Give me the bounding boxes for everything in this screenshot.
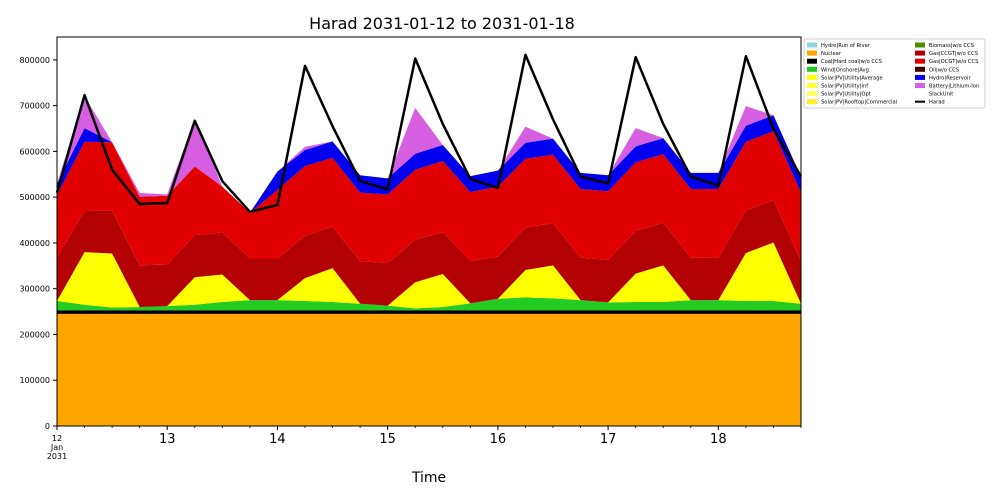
x-axis-label: Time	[411, 470, 446, 486]
area-battery-lithium-ion	[57, 96, 801, 213]
area-layer	[57, 96, 801, 426]
legend-label-slackunit: SlackUnit	[929, 92, 953, 98]
y-tick-label: 400000	[19, 239, 50, 248]
area-solar-pv-utility-average	[57, 242, 801, 309]
area-gas-ccgt-w-o-ccs	[57, 199, 801, 308]
y-tick-label: 300000	[19, 285, 50, 294]
legend-swatch-nuclear	[807, 50, 817, 56]
legend-swatch-gas-ocgt-w-o-ccs	[915, 58, 925, 64]
legend-label-hydro-run-of-river: Hydro|Run of River	[821, 43, 871, 49]
legend-box	[803, 38, 986, 109]
x-tick-label: 14	[269, 432, 286, 447]
axes-layer: 0 100000 200000 300000 400000 500000 600000 700…	[19, 36, 802, 461]
legend-swatch-battery-lithium-ion	[915, 83, 925, 88]
legend-label-solar-pv-utility-average: Solar|PV|Utility|Average	[821, 75, 883, 81]
legend-swatch-solar-pv-utility-average	[807, 74, 817, 80]
legend-label-harad: Harad	[929, 100, 945, 106]
y-tick-label: 800000	[19, 56, 50, 65]
legend-swatch-solar-pv-utility-opt	[807, 91, 817, 97]
legend: Hydro|Run of River Nuclear Coal|Hard coal|…	[803, 38, 986, 109]
plot-frame	[56, 36, 802, 427]
legend-label-biomass-w-o-ccs: Biomass|w/o CCS	[929, 43, 974, 49]
y-tick-label: 600000	[19, 147, 50, 156]
y-tick-label: 100000	[19, 376, 50, 385]
x-tick-label: 17	[600, 432, 617, 447]
x-tick-label: 12 Jan 2031	[47, 434, 67, 461]
y-tick-label: 500000	[19, 193, 50, 202]
legend-label-hydro-reservoir: Hydro|Reservoir	[929, 75, 971, 81]
legend-label-wind-onshore-avg: Wind|Onshore|Avg	[821, 67, 869, 73]
legend-swatch-biomass-w-o-ccs	[915, 42, 925, 48]
x-tick-label: 18	[710, 432, 727, 447]
demand-line	[55, 53, 803, 214]
legend-label-nuclear: Nuclear	[821, 51, 842, 57]
legend-label-solar-pv-utility-inf: Solar|PV|Utility|Inf	[821, 84, 868, 90]
legend-label-gas-ccgt-w-o-ccs: Gas|CCGT|w/o CCS	[929, 51, 978, 57]
legend-swatch-slackunit	[914, 90, 926, 97]
legend-label-gas-ocgt-w-o-ccs: Gas|OCGT|w/o CCS	[929, 59, 978, 65]
x-tick-label: 16	[490, 432, 507, 447]
area-gas-ocgt-w-o-ccs	[57, 131, 801, 266]
x-tick-label: 15	[379, 432, 396, 447]
legend-label-oil-w-o-ccs: Oil|w/o CCS	[929, 67, 959, 73]
area-nuclear	[57, 313, 801, 426]
legend-swatch-hydro-run-of-river	[807, 42, 817, 48]
y-tick-label: 200000	[19, 330, 50, 339]
legend-swatch-oil-w-o-ccs	[915, 66, 925, 72]
legend-label-solar-pv-utility-opt: Solar|PV|Utility|Opt	[821, 92, 871, 98]
legend-label-solar-pv-rooftop-commercial: Solar|PV|Rooftop|Commercial	[821, 100, 897, 106]
legend-swatch-hydro-reservoir	[915, 74, 925, 80]
legend-label-coal-hard-coal-w-o-ccs: Coal|Hard coal|w/o CCS	[821, 59, 882, 65]
legend-swatch-coal-hard-coal-w-o-ccs	[807, 58, 817, 64]
area-wind-onshore-avg	[57, 297, 801, 311]
legend-swatch-wind-onshore-avg	[807, 66, 817, 72]
y-tick-label: 0	[45, 422, 50, 431]
area-coal-hard-coal-w-o-ccs	[57, 310, 801, 314]
area-hydro-reservoir	[57, 115, 801, 213]
chart-title: Harad 2031-01-12 to 2031-01-18	[309, 14, 575, 33]
x-tick-label: 13	[159, 432, 176, 447]
legend-label-battery-lithium-ion: Battery|Lithium-Ion	[929, 84, 979, 90]
line-layer	[55, 53, 803, 214]
y-tick-label: 700000	[19, 102, 50, 111]
legend-swatch-gas-ccgt-w-o-ccs	[915, 50, 925, 56]
legend-swatch-solar-pv-utility-inf	[807, 83, 817, 88]
legend-swatch-solar-pv-rooftop-commercial	[807, 99, 817, 105]
